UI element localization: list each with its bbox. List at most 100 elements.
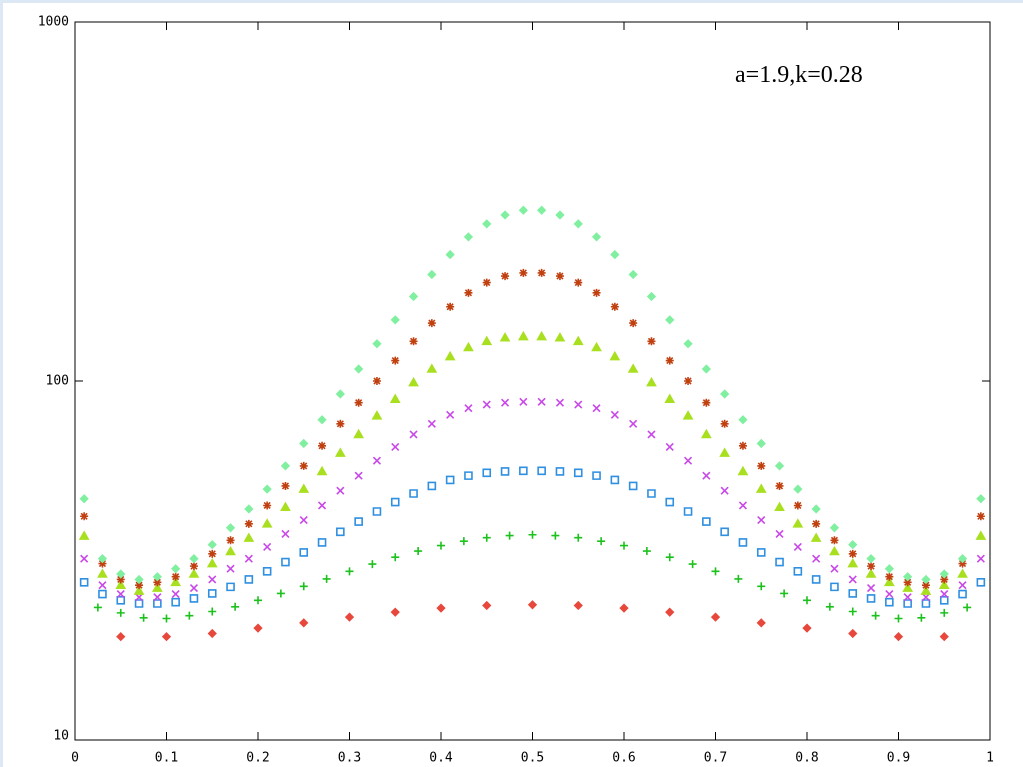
point	[720, 419, 729, 428]
x-tick-label: 0.9	[887, 751, 910, 766]
point	[244, 504, 254, 514]
point	[80, 512, 89, 521]
point	[958, 581, 967, 590]
point	[665, 607, 675, 617]
point	[482, 278, 491, 287]
point	[665, 315, 675, 325]
point	[409, 489, 418, 498]
point	[885, 597, 894, 607]
point	[206, 557, 218, 568]
point	[756, 548, 766, 557]
point	[299, 548, 309, 557]
point	[409, 430, 418, 439]
point	[151, 582, 163, 592]
point	[482, 219, 492, 229]
point	[848, 549, 857, 558]
point	[171, 589, 180, 599]
point	[757, 515, 766, 525]
point	[780, 589, 789, 598]
point	[116, 569, 126, 579]
point	[208, 549, 217, 558]
point	[866, 594, 876, 603]
point	[316, 465, 328, 476]
point	[463, 232, 474, 242]
y-tick-label: 1000	[38, 15, 69, 30]
point	[482, 533, 491, 542]
point	[719, 447, 731, 457]
point	[976, 512, 985, 521]
point	[592, 288, 601, 297]
point	[628, 269, 638, 280]
point	[738, 501, 748, 510]
point	[353, 428, 365, 439]
point	[811, 504, 821, 514]
point	[793, 542, 802, 551]
point	[208, 575, 217, 584]
point	[647, 489, 656, 498]
point	[134, 599, 144, 608]
point	[208, 607, 217, 616]
point	[226, 536, 235, 545]
point	[921, 581, 930, 590]
point	[446, 302, 455, 311]
point	[139, 613, 148, 622]
y-tick-label: 100	[46, 374, 69, 389]
point	[389, 393, 401, 403]
point	[810, 532, 822, 542]
point	[738, 538, 748, 547]
point	[519, 268, 528, 277]
point	[344, 612, 355, 622]
point	[445, 249, 455, 260]
point	[254, 596, 262, 605]
point	[93, 603, 102, 612]
point	[629, 419, 638, 428]
point	[903, 599, 912, 608]
point	[665, 356, 674, 365]
point	[555, 272, 564, 281]
y-tick-label: 10	[53, 729, 69, 744]
point	[610, 475, 620, 485]
point	[720, 527, 729, 537]
point	[263, 501, 272, 510]
point	[574, 400, 583, 409]
x-tick-label: 0.3	[338, 751, 361, 766]
point	[505, 531, 514, 540]
point	[299, 438, 309, 449]
point	[189, 562, 198, 571]
point	[775, 557, 784, 567]
point	[408, 291, 419, 302]
point	[517, 330, 529, 341]
point	[738, 415, 748, 425]
point	[464, 404, 473, 413]
point	[573, 219, 583, 229]
point	[555, 467, 565, 476]
point	[445, 475, 455, 485]
point	[354, 364, 364, 374]
point	[957, 554, 968, 564]
point	[883, 576, 895, 587]
point	[336, 527, 345, 537]
point	[79, 577, 89, 587]
point	[976, 494, 986, 504]
point	[665, 553, 674, 562]
point	[646, 291, 657, 302]
point	[185, 611, 194, 620]
point	[463, 341, 474, 352]
point	[446, 410, 455, 419]
point	[189, 583, 199, 593]
point	[573, 600, 583, 611]
point	[500, 467, 510, 476]
point	[390, 315, 400, 325]
point	[390, 497, 400, 507]
point	[683, 507, 693, 516]
point	[171, 564, 181, 574]
point	[170, 576, 182, 587]
point	[244, 519, 253, 528]
point	[591, 232, 602, 242]
point	[866, 583, 876, 593]
point	[336, 486, 345, 495]
point	[700, 428, 712, 439]
point	[975, 530, 987, 540]
point	[734, 574, 743, 583]
